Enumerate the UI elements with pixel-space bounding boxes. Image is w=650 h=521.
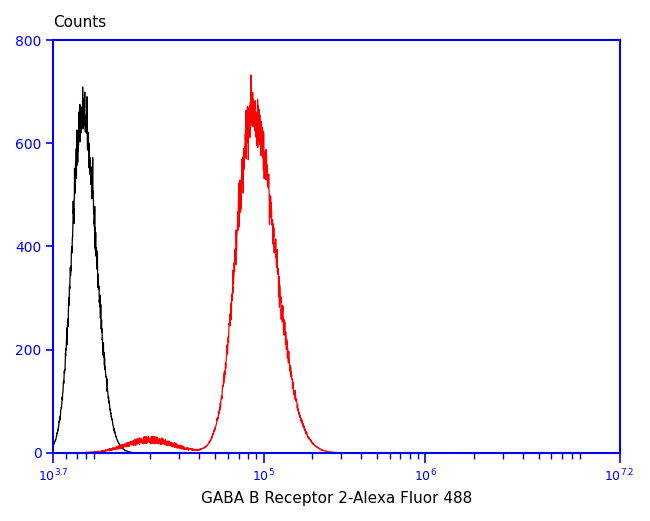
Text: Counts: Counts: [53, 15, 107, 30]
X-axis label: GABA B Receptor 2-Alexa Fluor 488: GABA B Receptor 2-Alexa Fluor 488: [201, 491, 472, 506]
